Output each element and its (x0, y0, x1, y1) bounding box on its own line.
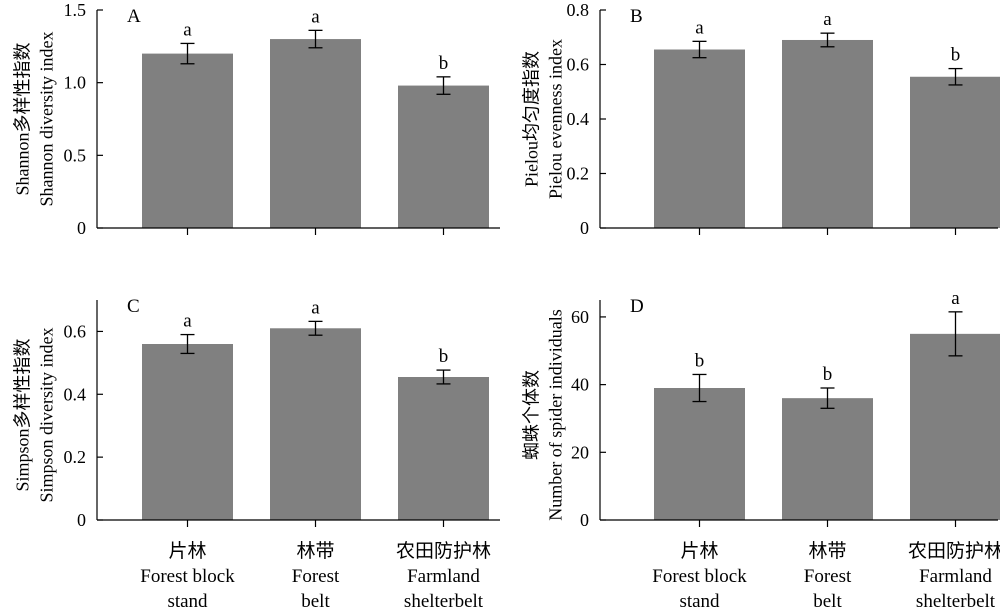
bar (270, 328, 361, 520)
y-tick-label: 1.0 (64, 73, 87, 93)
panel-c: a a b 0 0.2 0.4 0.6 C Simpson多样性指数 Simpson divers… (12, 296, 500, 612)
y-tick-label: 0.6 (64, 321, 87, 341)
bar (654, 388, 745, 520)
significance-letter: a (695, 17, 704, 38)
panel-letter: D (630, 296, 644, 317)
y-axis-label-cn: Pielou均匀度指数 (521, 51, 541, 187)
x-category-label-en-line2: belt (813, 591, 842, 612)
y-axis-label-en: Number of spider individuals (545, 309, 565, 520)
panel-d: b b a 0 20 40 60 D 蜘蛛个体数 Number of spider individ… (521, 288, 1000, 612)
y-tick-label: 0 (77, 218, 86, 238)
y-tick-label: 1.5 (64, 0, 87, 20)
bar (910, 333, 1000, 520)
bar (398, 377, 489, 520)
bar (654, 49, 745, 229)
y-tick-label: 0 (580, 218, 589, 238)
y-tick-label: 0.4 (567, 109, 590, 129)
y-tick-label: 0.2 (64, 447, 87, 467)
significance-letter: b (695, 350, 705, 371)
bar (398, 85, 489, 228)
x-category-label-en: Forest block (652, 566, 747, 587)
significance-letter: a (311, 6, 320, 27)
bar (142, 53, 233, 228)
y-tick-label: 60 (571, 307, 589, 327)
y-axis-label-en: Shannon diversity index (36, 32, 56, 207)
y-axis-label-cn: Shannon多样性指数 (12, 43, 32, 196)
significance-letter: a (183, 19, 192, 40)
y-tick-label: 0 (77, 510, 86, 530)
significance-letter: b (951, 45, 961, 66)
y-axis-label-en: Simpson diversity index (36, 328, 56, 503)
bar (910, 76, 1000, 228)
panel-b: a a b 0 0.2 0.4 0.6 0.8 B Pielou均匀度指数 Pielou evenn… (521, 0, 1000, 238)
x-category-label-cn: 农田防护林 (396, 540, 491, 562)
bar (782, 39, 873, 228)
y-axis-label-cn: Simpson多样性指数 (12, 338, 32, 491)
y-tick-label: 40 (571, 375, 589, 395)
y-tick-label: 0.2 (567, 164, 590, 184)
significance-letter: b (439, 53, 449, 74)
significance-letter: a (951, 288, 960, 309)
x-category-label-en-line2: stand (679, 591, 720, 612)
x-category-label-en-line2: stand (167, 591, 208, 612)
y-tick-label: 0.4 (64, 384, 87, 404)
x-category-label-en: Farmland (407, 566, 480, 587)
bar (782, 398, 873, 520)
x-category-label-en-line2: belt (301, 591, 330, 612)
x-category-label-en: Forest block (140, 566, 235, 587)
panel-letter: B (630, 6, 643, 27)
significance-letter: a (183, 311, 192, 332)
y-axis-label-en: Pielou evenness index (545, 39, 565, 199)
x-category-label-cn: 林带 (296, 540, 334, 562)
y-tick-label: 0.6 (567, 55, 590, 75)
x-category-label-en: Forest (804, 566, 852, 587)
bar (270, 39, 361, 228)
x-category-label-en: Farmland (919, 566, 992, 587)
significance-letter: a (823, 9, 832, 30)
y-tick-label: 0.8 (567, 0, 590, 20)
x-category-label-cn: 林带 (808, 540, 846, 562)
x-category-label-cn: 片林 (680, 540, 718, 562)
x-category-label-cn: 农田防护林 (908, 540, 1000, 562)
y-tick-label: 0 (580, 510, 589, 530)
significance-letter: b (439, 346, 449, 367)
x-category-label-en-line2: shelterbelt (404, 591, 484, 612)
y-tick-label: 0.5 (64, 145, 87, 165)
y-axis-label-cn: 蜘蛛个体数 (521, 370, 541, 460)
bar (142, 344, 233, 520)
y-tick-label: 20 (571, 442, 589, 462)
x-category-label-en: Forest (292, 566, 340, 587)
x-category-label-en-line2: shelterbelt (916, 591, 996, 612)
x-category-label-cn: 片林 (168, 540, 206, 562)
panel-a: a a b 0 0.5 1.0 1.5 A Shannon多样性指数 Shannon divers… (12, 0, 500, 238)
significance-letter: a (311, 297, 320, 318)
panel-letter: C (127, 296, 140, 317)
significance-letter: b (823, 364, 833, 385)
panel-letter: A (127, 6, 141, 27)
